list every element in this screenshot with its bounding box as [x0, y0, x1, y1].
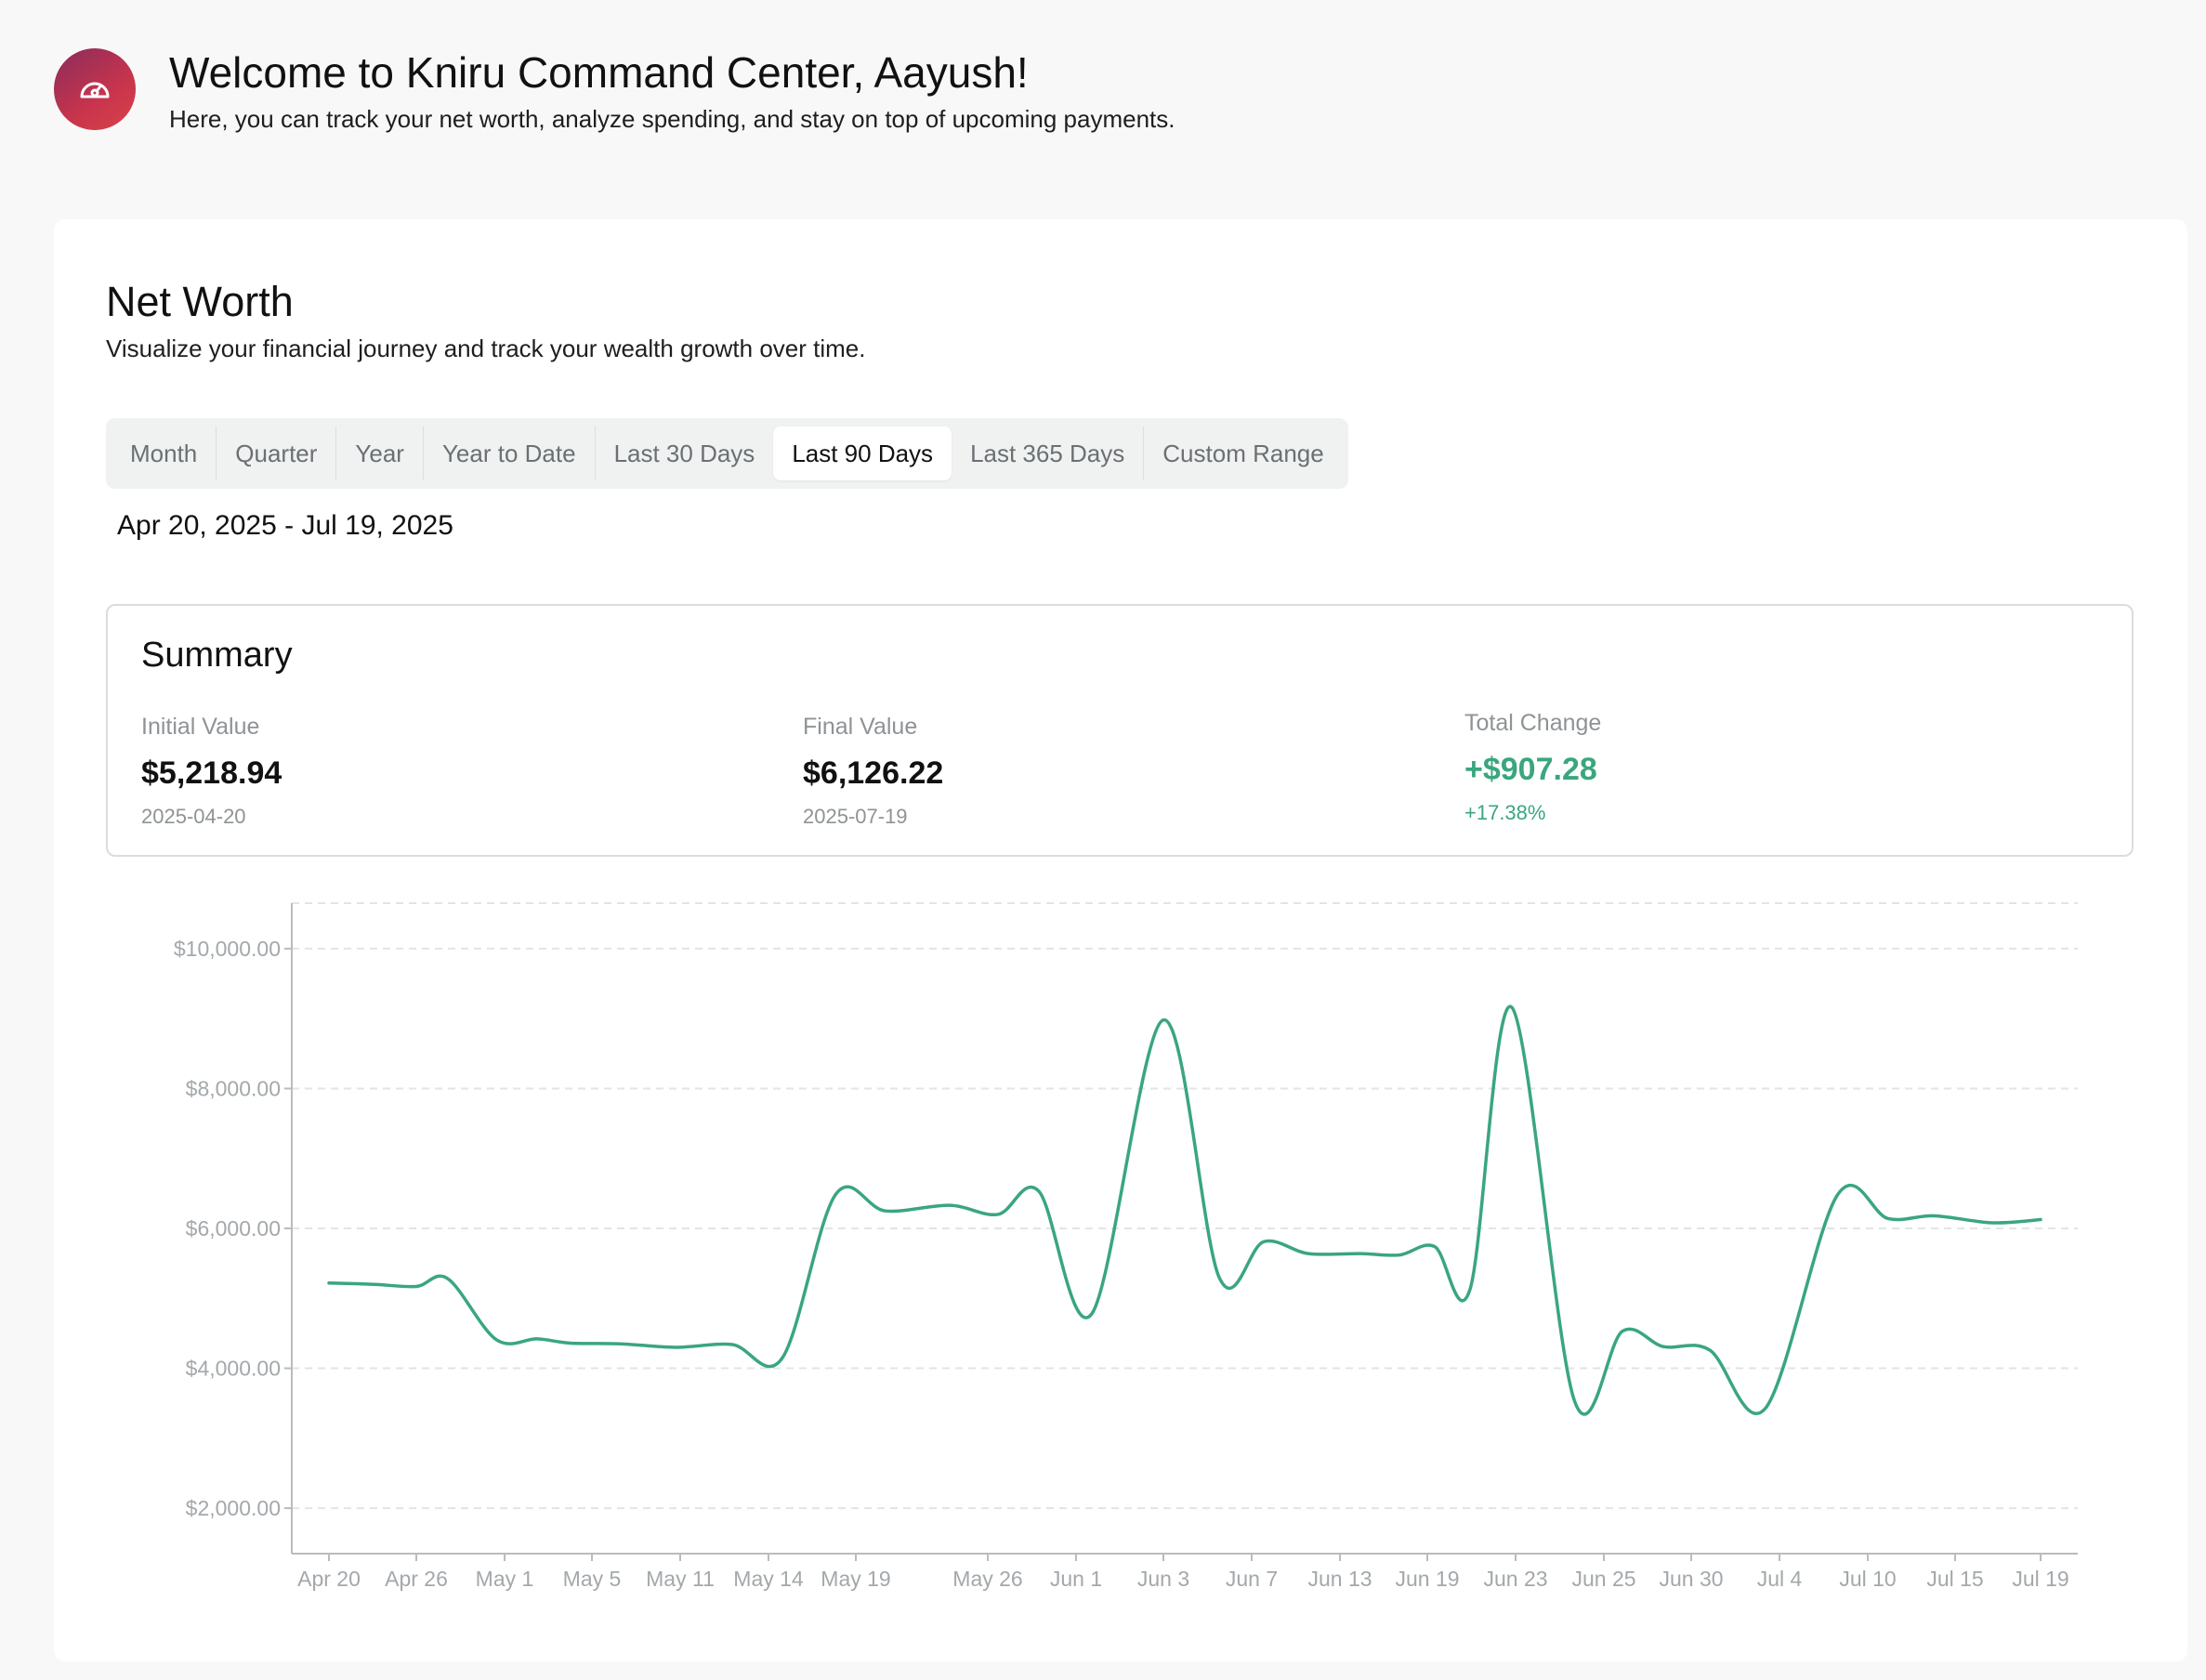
tab-last-30-days[interactable]: Last 30 Days: [613, 440, 755, 467]
total-change-label: Total Change: [1464, 710, 1602, 736]
net-worth-subtitle: Visualize your financial journey and tra…: [106, 335, 866, 362]
x-tick-label: Jun 13: [1307, 1567, 1372, 1591]
x-tick-label: May 1: [476, 1567, 534, 1591]
x-tick-label: Jun 7: [1226, 1567, 1278, 1591]
tab-month[interactable]: Month: [112, 427, 217, 480]
x-tick-label: Jun 25: [1571, 1567, 1635, 1591]
net-worth-chart: $2,000.00 $4,000.00 $6,000.00 $8,000.00 $10,…: [174, 902, 2078, 1591]
x-tick-label: Jun 3: [1137, 1567, 1189, 1591]
tab-custom-range[interactable]: Custom Range: [1162, 440, 1324, 467]
welcome-subtitle: Here, you can track your net worth, anal…: [169, 105, 1175, 133]
initial-value: $5,218.94: [141, 755, 282, 791]
tab-last-90-days[interactable]: Last 90 Days: [773, 427, 952, 480]
net-worth-card: Net Worth Visualize your financial journ…: [54, 219, 2187, 1661]
net-worth-series-line: [327, 1004, 2042, 1416]
welcome-title: Welcome to Kniru Command Center, Aayush!: [169, 48, 1029, 97]
final-value-label: Final Value: [803, 714, 918, 740]
x-tick-label: Jul 19: [2012, 1567, 2068, 1591]
y-tick-label: $10,000.00: [174, 937, 281, 961]
tab-year[interactable]: Year: [336, 427, 424, 480]
x-tick-label: Jun 23: [1483, 1567, 1547, 1591]
x-tick-label: Jun 19: [1395, 1567, 1459, 1591]
x-tick-label: Jun 1: [1050, 1567, 1102, 1591]
net-worth-title: Net Worth: [106, 278, 294, 325]
date-range: Apr 20, 2025 - Jul 19, 2025: [117, 510, 453, 541]
initial-value-date: 2025-04-20: [141, 805, 246, 828]
tab-quarter[interactable]: Quarter: [217, 427, 337, 480]
gauge-icon: [54, 48, 136, 130]
final-value: $6,126.22: [803, 755, 944, 791]
initial-value-metric: Initial Value $5,218.94 2025-04-20: [141, 712, 699, 831]
x-tick-label: May 19: [821, 1567, 890, 1591]
page-header: Welcome to Kniru Command Center, Aayush!…: [54, 46, 1448, 149]
tab-last-365-days[interactable]: Last 365 Days: [952, 427, 1145, 480]
x-tick-label: May 26: [952, 1567, 1022, 1591]
y-tick-label: $2,000.00: [186, 1496, 281, 1520]
x-tick-label: Apr 26: [385, 1567, 448, 1591]
period-tabs: Month Quarter Year Year to Date Last 30 …: [106, 418, 1348, 489]
summary-title: Summary: [141, 636, 293, 675]
x-tick-label: Apr 20: [297, 1567, 361, 1591]
x-tick-label: Jul 15: [1926, 1567, 1983, 1591]
y-tick-label: $6,000.00: [186, 1216, 281, 1240]
x-tick-label: May 11: [646, 1567, 715, 1591]
final-value-date: 2025-07-19: [803, 805, 908, 828]
total-change-metric: Total Change +$907.28 +17.38%: [1464, 708, 2022, 827]
x-tick-label: May 14: [733, 1567, 804, 1591]
y-tick-label: $4,000.00: [186, 1357, 281, 1381]
initial-value-label: Initial Value: [141, 714, 260, 740]
x-tick-label: Jul 10: [1839, 1567, 1896, 1591]
x-tick-label: May 5: [563, 1567, 622, 1591]
total-change-value: +$907.28: [1464, 752, 1597, 787]
tab-year-to-date[interactable]: Year to Date: [424, 427, 596, 480]
x-tick-label: Jun 30: [1659, 1567, 1723, 1591]
summary-panel: Summary Initial Value $5,218.94 2025-04-…: [106, 604, 2134, 857]
final-value-metric: Final Value $6,126.22 2025-07-19: [803, 712, 1360, 831]
y-tick-label: $8,000.00: [186, 1076, 281, 1100]
total-change-percent: +17.38%: [1464, 801, 1546, 824]
x-tick-label: Jul 4: [1757, 1567, 1803, 1591]
